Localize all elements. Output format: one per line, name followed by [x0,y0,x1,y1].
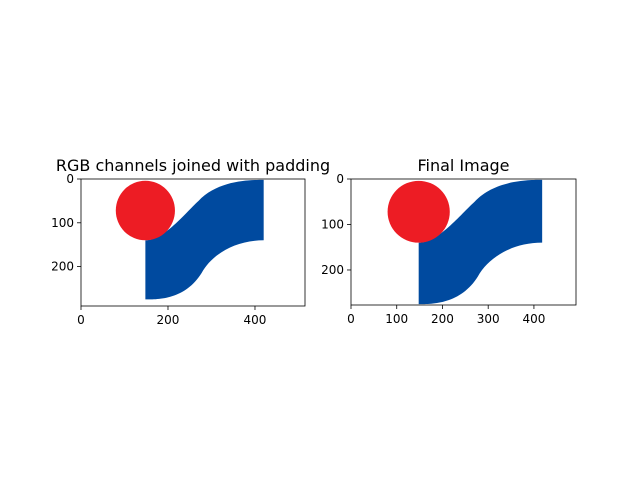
image-content [81,179,305,306]
y-tick-label: 200 [51,260,74,274]
y-tick-label: 0 [336,172,344,186]
x-tick-label: 0 [347,312,355,326]
x-tick-label: 200 [431,312,454,326]
axes-frame [80,178,306,307]
x-tick-label: 100 [385,312,408,326]
panel-rgb-channels: 0 200 400 0 100 200 RGB channels joined with p… [51,156,330,327]
y-tick-label: 200 [321,263,344,277]
red-circle [115,180,175,241]
x-tick-label: 200 [157,313,180,327]
y-tick-label: 100 [321,217,344,231]
x-tick-label: 0 [77,313,85,327]
chart-title: Final Image [417,156,509,175]
x-tick-label: 400 [522,312,545,326]
chart-title: RGB channels joined with padding [56,156,330,175]
x-tick-label: 400 [244,313,267,327]
axes-frame [350,178,577,306]
image-content [351,179,576,305]
x-tick-label: 300 [477,312,500,326]
y-tick-label: 0 [66,172,74,186]
y-tick-label: 100 [51,216,74,230]
panel-final-image: 0 100 200 300 400 0 100 200 Final Image [321,156,577,326]
blue-shape [145,179,264,300]
red-circle [387,180,450,243]
blue-shape [418,179,543,305]
